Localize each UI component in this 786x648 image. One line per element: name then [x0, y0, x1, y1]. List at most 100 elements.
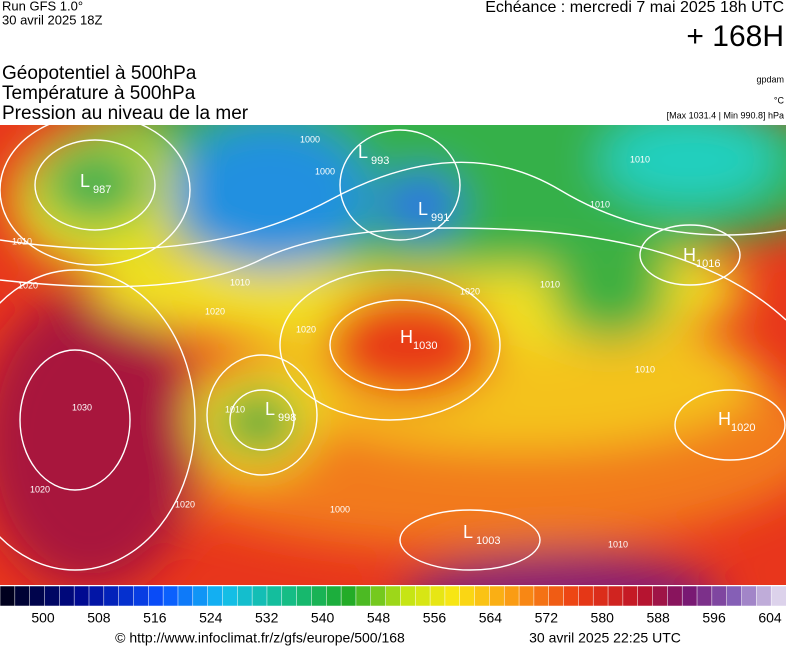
lead-time: + 168H	[686, 20, 784, 53]
colorbar-cell	[177, 585, 194, 607]
colorbar-cell	[385, 585, 401, 607]
colorbar-cell	[563, 585, 579, 607]
isobar-label: 1010	[540, 279, 560, 289]
colorbar-cell	[400, 585, 416, 607]
center-value: 1030	[413, 340, 437, 352]
colorbar-cell	[251, 585, 268, 607]
colorbar-cell	[607, 585, 624, 607]
colorbar-label: 540	[311, 610, 335, 626]
isobar-label: 1030	[72, 402, 92, 412]
colorbar-cell	[266, 585, 283, 607]
center-type: L	[80, 171, 90, 191]
colorbar-cell	[237, 585, 253, 607]
colorbar-cell	[162, 585, 179, 607]
colorbar-label: 564	[479, 610, 503, 626]
colorbar-cell	[770, 585, 786, 607]
colorbar-cell	[741, 585, 757, 607]
colorbar-cell	[533, 585, 550, 607]
colorbar-cell	[340, 585, 357, 607]
colorbar-cell	[148, 585, 164, 607]
colorbar-label: 572	[535, 610, 559, 626]
colorbar-cell	[681, 585, 698, 607]
colorbar-cell	[355, 585, 372, 607]
colorbar-label: 500	[31, 610, 55, 626]
isobar-label: 1010	[630, 154, 650, 164]
colorbar-cell	[667, 585, 683, 607]
colorbar-label: 532	[255, 610, 279, 626]
center-value: 998	[278, 412, 296, 424]
isobar-label: 1010	[230, 277, 250, 287]
center-value: 1016	[696, 258, 720, 270]
range: [Max 1031.4 | Min 990.8] hPa	[667, 110, 784, 120]
isobar-label: 1000	[300, 134, 320, 144]
colorbar-cell	[281, 585, 298, 607]
center-value: 993	[371, 155, 389, 167]
center-type: H	[400, 327, 413, 347]
colorbar-cell	[578, 585, 594, 607]
colorbar-cell	[474, 585, 490, 607]
colorbar-label: 556	[423, 610, 447, 626]
colorbar-cell	[192, 585, 209, 607]
colorbar-cell	[711, 585, 728, 607]
run: Run GFS 1.0°	[2, 0, 83, 13]
isobar-label: 1010	[608, 539, 628, 549]
colorbar-cell	[0, 585, 16, 607]
colorbar-cell	[696, 585, 713, 607]
footer-url: © http://www.infoclimat.fr/z/gfs/europe/…	[115, 630, 405, 646]
colorbar-cell	[326, 585, 342, 607]
isobar-label: 1020	[30, 484, 50, 494]
unit: gpdam	[756, 74, 784, 84]
colorbar-label: 524	[199, 610, 223, 626]
colorbar-cell	[311, 585, 327, 607]
colorbar-label: 596	[702, 610, 726, 626]
footer-date: 30 avril 2025 22:25 UTC	[529, 630, 681, 646]
colorbar-label: 604	[758, 610, 782, 626]
isobar-label: 1010	[225, 404, 245, 414]
colorbar-cell	[444, 585, 461, 607]
colorbar-cell	[133, 585, 149, 607]
field: Géopotentiel à 500hPa	[2, 63, 197, 84]
colorbar-label: 516	[143, 610, 167, 626]
colorbar-cell	[429, 585, 446, 607]
colorbar-cell	[414, 585, 431, 607]
field: Pression au niveau de la mer	[2, 103, 249, 124]
center-type: H	[683, 245, 696, 265]
isobar-label: 1010	[12, 236, 32, 246]
colorbar-cell	[103, 585, 120, 607]
colorbar-cell	[489, 585, 505, 607]
isobar-label: 1020	[205, 306, 225, 316]
colorbar-cell	[622, 585, 639, 607]
colorbar-cell	[14, 585, 31, 607]
colorbar-label: 588	[646, 610, 670, 626]
isobars	[0, 125, 786, 571]
colorbar-cell	[503, 585, 520, 607]
center-type: L	[265, 399, 275, 419]
center-type: L	[358, 142, 368, 162]
colorbar-label: 580	[591, 610, 615, 626]
colorbar-cell	[118, 585, 135, 607]
colorbar-cell	[59, 585, 75, 607]
colorbar-cell	[207, 585, 224, 607]
colorbar-cell	[29, 585, 46, 607]
colorbar-cell	[370, 585, 387, 607]
center-value: 991	[431, 212, 449, 224]
isobar-label: 1020	[460, 286, 480, 296]
center-value: 987	[93, 184, 111, 196]
isobar-label: 1000	[330, 504, 350, 514]
run-date: 30 avril 2025 18Z	[2, 12, 103, 27]
map	[0, 125, 786, 585]
echeance: Echéance : mercredi 7 mai 2025 18h UTC	[485, 0, 784, 16]
isobar-label: 1020	[175, 499, 195, 509]
unit: °C	[774, 95, 785, 105]
colorbar-cell	[726, 585, 743, 607]
center-type: L	[418, 199, 428, 219]
colorbar-cell	[88, 585, 105, 607]
colorbar-cell	[459, 585, 476, 607]
isobar-label: 1010	[635, 364, 655, 374]
colorbar-label: 548	[367, 610, 391, 626]
isobar-label: 1020	[18, 280, 38, 290]
colorbar-cell	[44, 585, 60, 607]
center-type: H	[718, 409, 731, 429]
